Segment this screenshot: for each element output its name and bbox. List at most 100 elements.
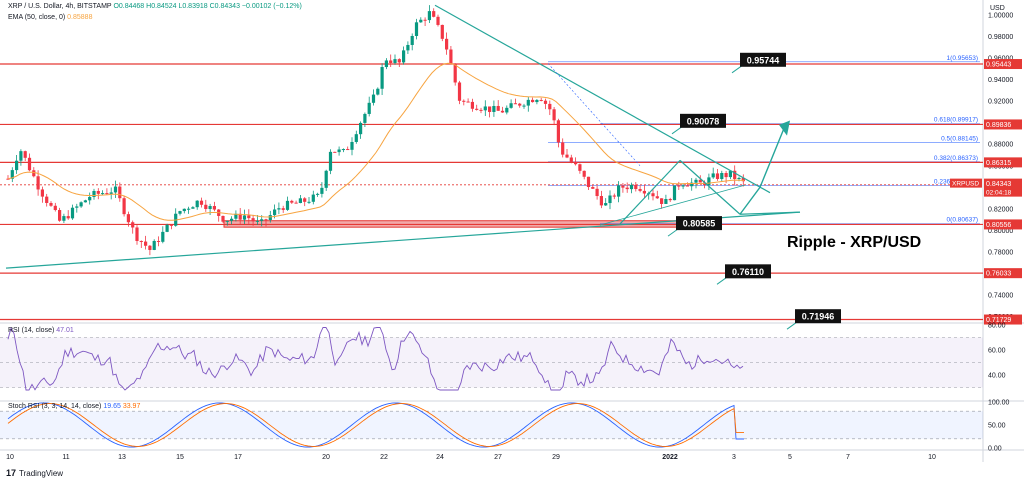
- candle-body: [70, 207, 75, 219]
- candle-body: [440, 24, 444, 39]
- stoch-k-value: 19.65: [103, 403, 121, 410]
- candle-body: [221, 215, 225, 222]
- candle-body: [543, 100, 548, 104]
- descending-trendline: [434, 4, 771, 194]
- tradingview-name: TradingView: [19, 468, 64, 478]
- candle-body: [406, 44, 410, 51]
- candle-body: [15, 160, 19, 171]
- candle-body: [6, 178, 10, 180]
- candle-body: [165, 224, 169, 232]
- countdown-label: 02:04:18: [986, 190, 1012, 197]
- stoch-tick-label: 100.00: [988, 400, 1010, 407]
- callout-label: 0.76110: [732, 267, 764, 277]
- time-tick-label: 29: [552, 454, 560, 461]
- candle-body: [548, 103, 552, 110]
- callout-label: 0.90078: [687, 116, 720, 126]
- candle-body: [131, 222, 135, 228]
- level-price-badge: [984, 119, 1022, 130]
- candle-body: [320, 187, 324, 194]
- candle-body: [242, 215, 247, 220]
- candle-body: [384, 60, 388, 68]
- candle-body: [337, 149, 341, 153]
- projection-arrow: [739, 125, 786, 215]
- candle-body: [539, 99, 543, 101]
- candle-body: [36, 176, 40, 190]
- level-price-label: 0.95443: [986, 62, 1011, 69]
- candle-body: [552, 109, 556, 121]
- candle-body: [298, 198, 302, 204]
- ema-header: EMA (50, close, 0) 0.85888: [8, 14, 92, 21]
- candle-body: [432, 11, 436, 17]
- candle-body: [453, 64, 457, 83]
- fib-level-label: 1(0.95653): [947, 55, 978, 62]
- candle-body: [328, 151, 333, 171]
- candle-body: [621, 185, 625, 188]
- candle-body: [599, 196, 603, 206]
- candle-body: [324, 170, 328, 188]
- ascending-trendline: [5, 211, 801, 269]
- candle-body: [247, 215, 251, 219]
- candle-body: [509, 103, 513, 108]
- candle-body: [470, 101, 474, 109]
- candle-body: [225, 220, 229, 222]
- candle-body: [582, 170, 586, 177]
- candle-body: [720, 173, 724, 179]
- fib-level-label: 0.5(0.88145): [941, 136, 978, 143]
- candle-body: [135, 227, 139, 241]
- candle-body: [92, 190, 96, 197]
- pattern-line: [619, 159, 681, 225]
- candle-body: [96, 190, 100, 194]
- candle-body: [161, 231, 165, 242]
- stoch-k-line: [7, 402, 744, 448]
- candle-body: [156, 240, 161, 242]
- candle-body: [105, 193, 109, 195]
- candle-body: [27, 157, 32, 171]
- candle-body: [122, 198, 126, 215]
- candle-body: [681, 185, 685, 187]
- candle-body: [199, 200, 204, 205]
- candle-body: [462, 100, 466, 102]
- candle-body: [535, 99, 539, 103]
- rsi-header: RSI (14, close) 47.01: [8, 327, 74, 334]
- candle-body: [685, 185, 689, 187]
- price-tick-label: 0.96000: [988, 56, 1013, 63]
- level-price-label: 0.80556: [986, 222, 1011, 229]
- current-price-label: 0.84343: [986, 181, 1011, 188]
- candle-body: [83, 200, 87, 203]
- candle-body: [363, 113, 367, 123]
- candle-body: [574, 161, 578, 165]
- candle-body: [182, 208, 186, 212]
- stoch-label: Stoch RSI (3, 3, 14, 14, close): [8, 403, 102, 410]
- candle-body: [191, 207, 195, 209]
- candle-body: [101, 193, 105, 195]
- tradingview-logo[interactable]: 17 TradingView: [6, 468, 63, 478]
- ema-label: EMA (50, close, 0): [8, 14, 66, 21]
- candle-body: [737, 177, 741, 180]
- pattern-line: [599, 184, 746, 226]
- time-tick-label: 10: [928, 454, 936, 461]
- callout-label: 0.80585: [683, 219, 716, 229]
- candle-body: [49, 202, 53, 206]
- candle-body: [608, 195, 612, 204]
- stoch-tick-label: 0.00: [988, 446, 1002, 453]
- candle-body: [346, 149, 350, 151]
- level-price-label: 0.86315: [986, 160, 1011, 167]
- stoch-d-line: [7, 403, 744, 447]
- projection-arrowhead: [779, 120, 790, 136]
- candle-body: [427, 11, 431, 21]
- stoch-d-value: 33.97: [122, 403, 141, 410]
- candle-body: [651, 193, 655, 197]
- candle-body: [522, 105, 526, 107]
- candle-body: [604, 203, 608, 206]
- candle-body: [79, 202, 83, 207]
- candle-body: [260, 219, 264, 221]
- symbol-badge-label: XRPUSD: [952, 181, 979, 188]
- ohlc-high: H0.84524: [146, 3, 177, 10]
- candle-body: [126, 214, 130, 223]
- stoch-band: [0, 411, 983, 439]
- ema-line: [7, 62, 745, 221]
- fib-level-label: 0(0.80637): [947, 217, 978, 224]
- ohlc-open: O0.84468: [113, 3, 145, 10]
- rsi-label: RSI (14, close): [8, 327, 55, 334]
- candle-body: [625, 187, 629, 190]
